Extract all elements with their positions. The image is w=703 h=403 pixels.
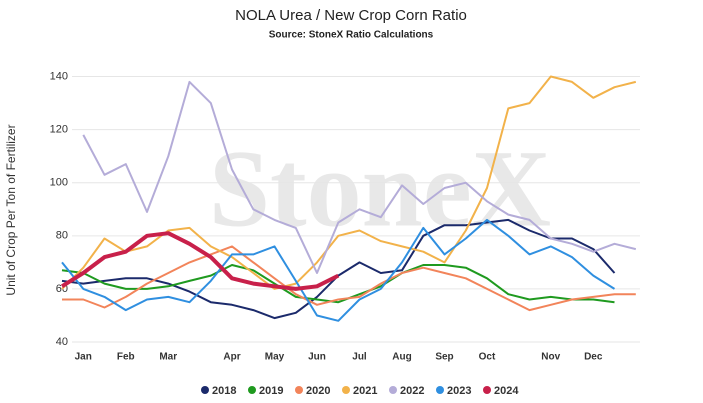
- legend-marker: [248, 386, 256, 394]
- legend-marker: [342, 386, 350, 394]
- series-line: [61, 75, 637, 290]
- x-tick-label: Jan: [75, 352, 92, 363]
- legend-marker: [436, 386, 444, 394]
- x-tick-label: May: [265, 352, 285, 363]
- y-tick-label: 100: [50, 177, 68, 189]
- watermark: StoneX: [209, 127, 551, 249]
- series-line: [61, 264, 615, 304]
- legend-label: 2023: [447, 385, 471, 397]
- y-axis-label: Unit of Crop Per Ton of Fertilizer: [4, 124, 18, 295]
- y-tick-label: 40: [56, 336, 68, 348]
- legend-label: 2019: [259, 385, 283, 397]
- series-line: [62, 245, 636, 312]
- legend-marker: [483, 386, 491, 394]
- chart-title: NOLA Urea / New Crop Corn Ratio: [235, 7, 467, 24]
- series-line: [82, 80, 637, 274]
- y-tick-label: 80: [56, 230, 68, 242]
- x-tick-label: Mar: [159, 352, 177, 363]
- y-tick-label: 120: [50, 124, 68, 136]
- x-tick-label: Dec: [584, 352, 603, 363]
- legend-marker: [389, 386, 397, 394]
- x-tick-label: Nov: [541, 352, 560, 363]
- chart-subtitle: Source: StoneX Ratio Calculations: [269, 30, 434, 41]
- x-tick-label: Jul: [352, 352, 367, 363]
- y-tick-label: 140: [50, 70, 68, 82]
- legend-label: 2018: [212, 385, 236, 397]
- legend-label: 2024: [494, 385, 519, 397]
- series-line: [61, 218, 616, 322]
- legend-label: 2021: [353, 385, 377, 397]
- x-tick-label: Feb: [117, 352, 135, 363]
- legend-label: 2022: [400, 385, 424, 397]
- legend-label: 2020: [306, 385, 330, 397]
- series-line: [60, 231, 340, 291]
- x-tick-label: Oct: [479, 352, 496, 363]
- x-tick-label: Apr: [223, 352, 240, 363]
- legend-marker: [201, 386, 209, 394]
- x-tick-label: Jun: [308, 352, 326, 363]
- x-tick-label: Aug: [392, 352, 411, 363]
- x-tick-label: Sep: [435, 352, 453, 363]
- legend-marker: [295, 386, 303, 394]
